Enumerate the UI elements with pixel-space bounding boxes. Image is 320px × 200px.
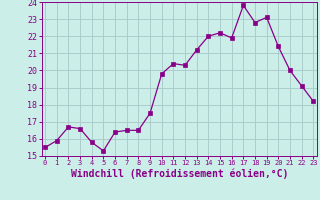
X-axis label: Windchill (Refroidissement éolien,°C): Windchill (Refroidissement éolien,°C) <box>70 169 288 179</box>
